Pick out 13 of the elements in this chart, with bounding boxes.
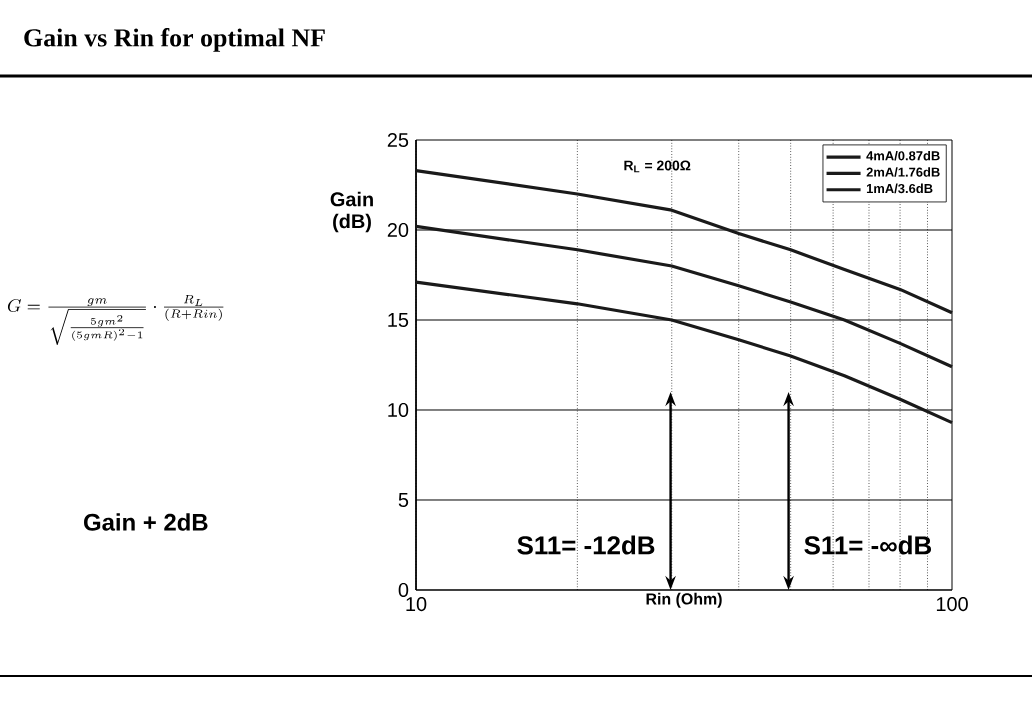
- y-tick-label: 10: [388, 402, 409, 418]
- x-tick-label: 100: [936, 597, 968, 612]
- annotation: S11= -12dB: [517, 535, 655, 555]
- y-tick-label: 20: [387, 222, 409, 238]
- text: Gain + 2dB: [84, 513, 208, 531]
- y-tick-label: 15: [388, 313, 409, 327]
- y-tick-label: 0: [398, 582, 409, 598]
- text: Gain vs Rin for optimal NF: [24, 28, 325, 52]
- y-tick-label: 5: [398, 493, 409, 507]
- y-axis-title: Gain (dB): [330, 191, 373, 233]
- text: $G = \frac{gm}{\sqrt{\frac{5gm^2}{(5gmR)^2-1}}}\cdot\frac{R_L}{(R+Rin)}$: [7, 295, 224, 345]
- y-tick-label: 25: [387, 132, 409, 148]
- annotation: S11= -∞dB: [804, 535, 932, 555]
